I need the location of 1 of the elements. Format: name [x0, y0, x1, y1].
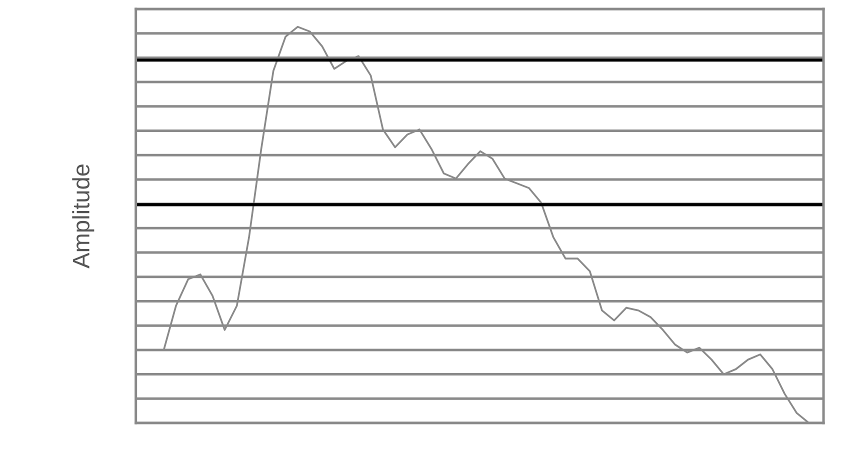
y-axis-title: Amplitude — [72, 164, 94, 268]
